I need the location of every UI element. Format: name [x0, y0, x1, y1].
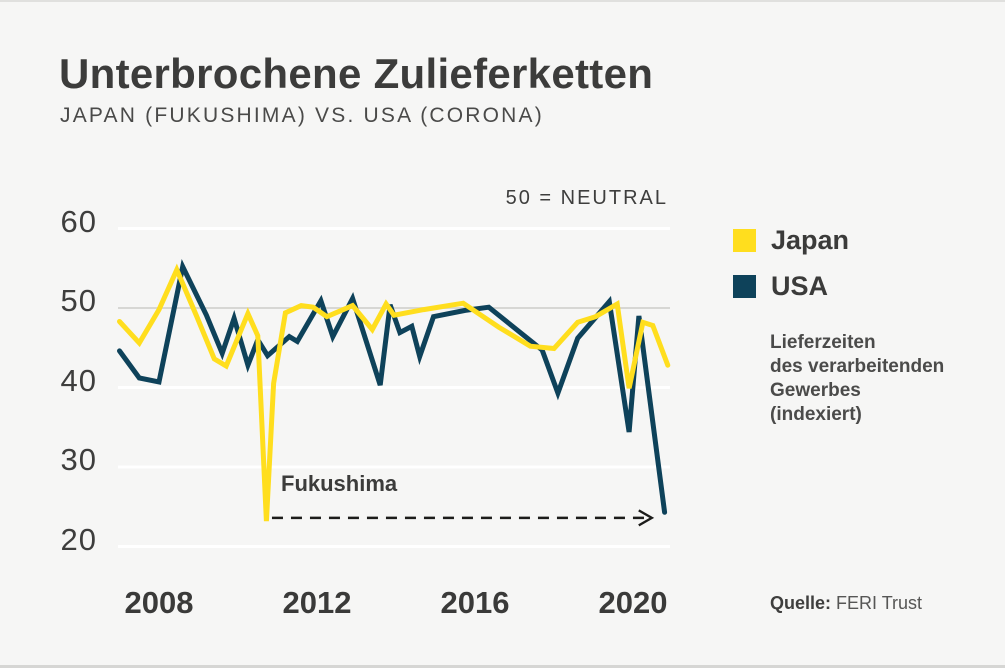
- y-axis-label: 30: [60, 442, 97, 477]
- legend-item-japan: Japan: [733, 225, 849, 256]
- usa-line: [117, 259, 668, 515]
- legend-item-usa: USA: [733, 271, 849, 302]
- y-axis-label: 40: [60, 362, 97, 398]
- source-line: Quelle: FERI Trust: [770, 593, 922, 614]
- source-value: FERI Trust: [836, 593, 923, 613]
- legend-label-japan: Japan: [771, 225, 850, 255]
- legend-label-usa: USA: [771, 271, 829, 301]
- bottom-border: [0, 665, 1005, 668]
- fukushima-annotation-label: Fukushima: [281, 471, 398, 496]
- x-axis-label: 2020: [598, 585, 668, 620]
- page-title: Unterbrochene Zulieferketten: [59, 50, 654, 97]
- usa-color-swatch: [733, 275, 756, 298]
- x-axis-label: 2016: [440, 585, 510, 620]
- japan-color-swatch: [733, 229, 756, 252]
- page-subtitle: JAPAN (FUKUSHIMA) VS. USA (CORONA): [60, 104, 544, 127]
- y-axis-label: 50: [60, 283, 97, 318]
- y-axis-label: 60: [60, 203, 97, 239]
- fukushima-arrow-head: [638, 509, 655, 527]
- y-axis-label: 20: [60, 521, 97, 557]
- x-axis-label: 2012: [282, 585, 352, 620]
- source-label: Quelle:: [770, 593, 832, 613]
- japan-line: [117, 263, 671, 522]
- side-note: Lieferzeiten des verarbeitenden Gewerbes…: [770, 332, 945, 425]
- x-axis-label: 2008: [124, 585, 194, 620]
- neutral-note: 50 = NEUTRAL: [505, 187, 668, 209]
- legend: Japan USA: [733, 225, 849, 317]
- top-border: [0, 0, 1005, 2]
